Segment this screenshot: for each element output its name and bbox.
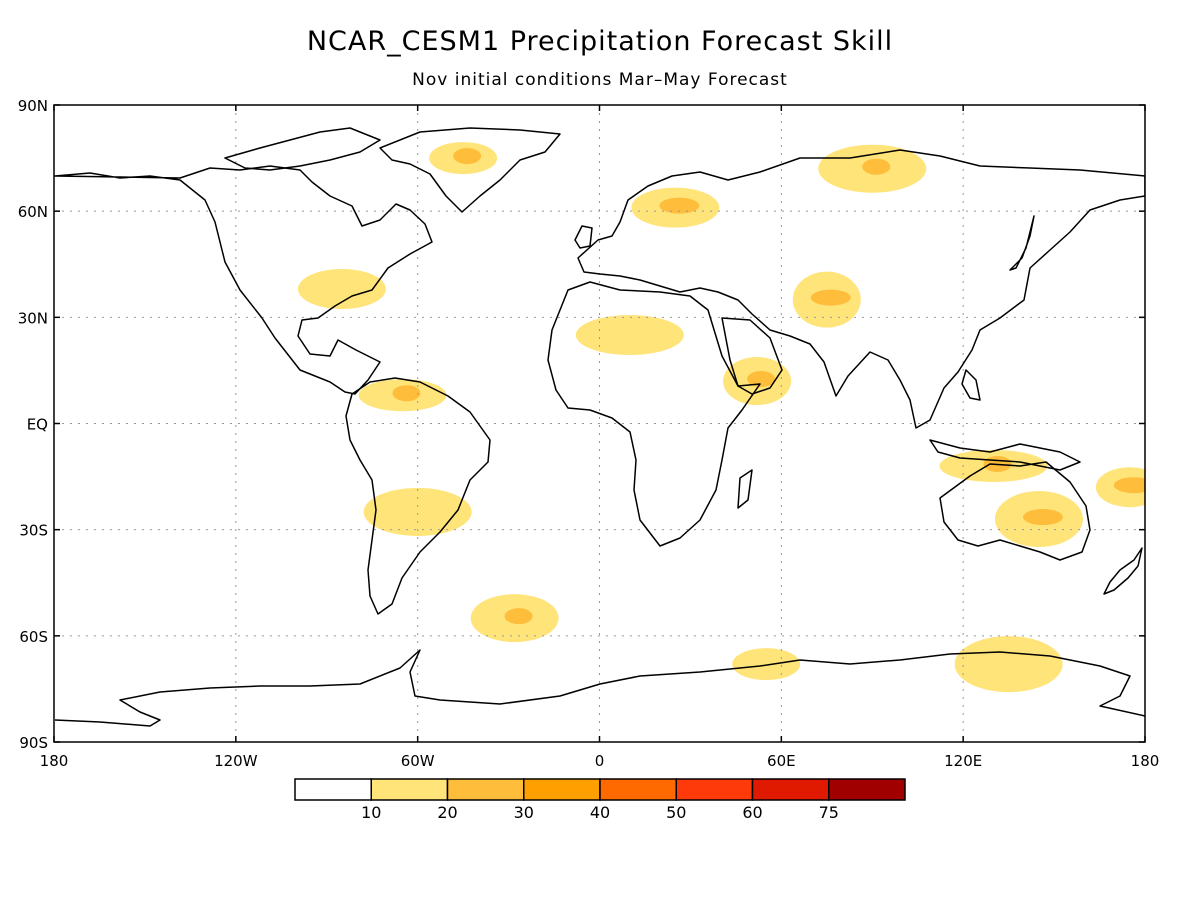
coast-philippines: [961, 369, 981, 401]
coast-new-zealand: [1103, 547, 1143, 595]
colorbar-swatch: [599, 778, 677, 801]
coast-arctic-islands: [224, 127, 381, 171]
colorbar-swatch: [828, 778, 906, 801]
skill-patch: [363, 487, 472, 536]
lat-tick-label: 60N: [18, 203, 48, 221]
lat-tick-label: 30N: [18, 309, 48, 327]
lon-tick-label: 180: [1131, 752, 1160, 770]
colorbar-swatch: [370, 778, 449, 801]
coast-australia: [939, 461, 1091, 561]
skill-core: [810, 289, 851, 306]
colorbar-label: 50: [666, 803, 686, 822]
coastlines: [54, 127, 1145, 727]
coast-madagascar: [737, 469, 753, 509]
colorbar: 10 20 30 40 50 60 75: [294, 778, 906, 822]
coast-indonesia: [929, 439, 1081, 471]
lat-tick-label: 90N: [18, 97, 48, 115]
skill-shading: [297, 142, 1145, 693]
lat-tick-label: 90S: [19, 734, 48, 752]
lon-tick-label: 120W: [214, 752, 258, 770]
chart-subtitle: Nov initial conditions Mar–May Forecast: [412, 70, 788, 90]
colorbar-swatch: [523, 778, 601, 801]
skill-patch: [297, 269, 386, 310]
coast-japan: [1009, 215, 1035, 271]
chart-title: NCAR_CESM1 Precipitation Forecast Skill: [306, 26, 894, 57]
lon-tick-label: 60W: [401, 752, 435, 770]
skill-core: [392, 385, 421, 402]
skill-core: [453, 148, 482, 165]
colorbar-label: 40: [590, 803, 610, 822]
skill-patch: [732, 648, 801, 681]
lat-tick-label: 60S: [19, 628, 48, 646]
coast-south-america: [345, 377, 491, 615]
lat-tick-label: 30S: [19, 522, 48, 540]
colorbar-label: 20: [437, 803, 457, 822]
colorbar-swatch: [446, 778, 525, 801]
coast-british-isles: [574, 225, 593, 249]
colorbar-label: 30: [514, 803, 534, 822]
colorbar-label: 10: [361, 803, 381, 822]
skill-patch: [954, 636, 1063, 693]
colorbar-label: 75: [819, 803, 839, 822]
lon-tick-label: 0: [595, 752, 605, 770]
lon-tick-label: 120E: [944, 752, 982, 770]
gridlines: [54, 105, 1145, 742]
lon-tick-label: 180: [40, 752, 69, 770]
skill-patch: [575, 315, 684, 356]
lon-tick-label: 60E: [767, 752, 796, 770]
coast-eurasia: [577, 149, 1145, 429]
colorbar-swatch: [751, 778, 830, 801]
skill-core: [1113, 477, 1145, 494]
colorbar-swatch: [675, 778, 754, 801]
colorbar-swatch: [294, 778, 372, 801]
skill-core: [659, 197, 700, 214]
skill-core: [862, 158, 891, 175]
colorbar-label: 60: [742, 803, 762, 822]
skill-core: [504, 608, 533, 625]
coast-antarctica: [54, 649, 1145, 727]
coast-arabia: [721, 317, 783, 395]
coast-north-america: [54, 165, 433, 395]
skill-core: [1022, 509, 1063, 526]
coast-africa: [547, 281, 761, 547]
lat-tick-label: EQ: [27, 416, 48, 434]
coast-greenland: [379, 127, 561, 213]
skill-core: [747, 371, 776, 388]
